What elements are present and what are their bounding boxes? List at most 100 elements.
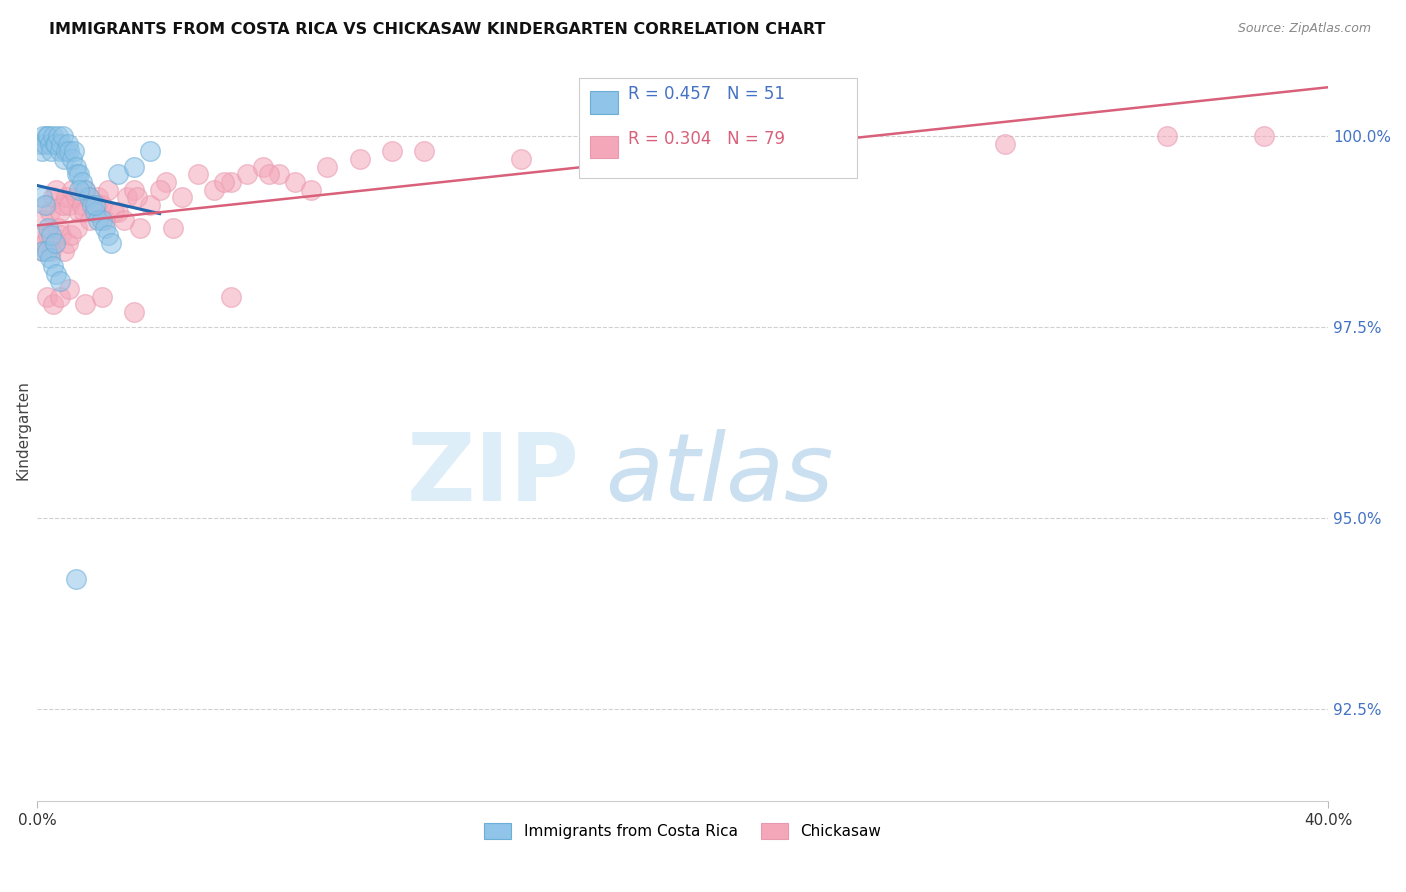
Point: [90, 198, 112, 212]
Point: [77, 190, 100, 204]
Point: [62, 152, 84, 166]
Point: [35, 289, 58, 303]
Point: [44, 235, 66, 250]
Point: [259, 167, 281, 181]
Point: [316, 160, 339, 174]
Point: [46, 220, 69, 235]
Text: R = 0.457   N = 51: R = 0.457 N = 51: [628, 86, 786, 103]
Point: [66, 220, 89, 235]
Point: [236, 167, 259, 181]
Point: [65, 572, 87, 586]
Point: [41, 145, 63, 159]
Point: [100, 235, 122, 250]
Point: [155, 175, 177, 189]
Point: [56, 136, 79, 151]
Point: [129, 220, 152, 235]
Point: [35, 244, 58, 258]
Point: [299, 182, 322, 196]
Point: [62, 182, 84, 196]
Point: [172, 190, 194, 204]
FancyBboxPatch shape: [589, 92, 619, 113]
Point: [84, 205, 107, 219]
Point: [107, 205, 129, 219]
Point: [38, 252, 60, 266]
Point: [80, 198, 103, 212]
Point: [219, 175, 242, 189]
Point: [41, 244, 63, 258]
Point: [149, 182, 172, 196]
Point: [46, 128, 69, 143]
Point: [112, 213, 135, 227]
Point: [34, 235, 56, 250]
Point: [671, 128, 693, 143]
Point: [70, 198, 93, 212]
Point: [510, 152, 533, 166]
Point: [86, 198, 108, 212]
Point: [139, 145, 162, 159]
Point: [58, 145, 80, 159]
Point: [45, 136, 67, 151]
Point: [67, 167, 90, 181]
Text: Source: ZipAtlas.com: Source: ZipAtlas.com: [1237, 22, 1371, 36]
Point: [1156, 128, 1178, 143]
Point: [45, 267, 67, 281]
Point: [42, 190, 65, 204]
Point: [75, 182, 97, 196]
Point: [67, 205, 90, 219]
Point: [55, 145, 77, 159]
Point: [212, 175, 235, 189]
Point: [37, 228, 59, 243]
Point: [31, 244, 53, 258]
Point: [66, 167, 89, 181]
Point: [63, 145, 86, 159]
Point: [37, 220, 59, 235]
Point: [139, 198, 162, 212]
Point: [267, 167, 290, 181]
Point: [35, 198, 58, 212]
Point: [162, 220, 184, 235]
Text: R = 0.304   N = 79: R = 0.304 N = 79: [628, 130, 786, 148]
Point: [103, 205, 125, 219]
Point: [48, 274, 70, 288]
Point: [58, 198, 80, 212]
Point: [77, 190, 100, 204]
FancyBboxPatch shape: [589, 136, 619, 158]
Point: [994, 136, 1017, 151]
Point: [122, 182, 145, 196]
Point: [67, 182, 90, 196]
Point: [93, 220, 115, 235]
Point: [38, 136, 60, 151]
Point: [735, 145, 758, 159]
Point: [44, 136, 66, 151]
Point: [65, 190, 87, 204]
Point: [48, 289, 70, 303]
Point: [832, 128, 855, 143]
Point: [87, 213, 110, 227]
FancyBboxPatch shape: [579, 78, 856, 178]
Point: [52, 128, 75, 143]
Point: [53, 152, 76, 166]
Point: [32, 128, 55, 143]
Point: [32, 213, 55, 227]
Point: [31, 145, 53, 159]
Y-axis label: Kindergarten: Kindergarten: [15, 380, 30, 480]
Point: [75, 297, 97, 311]
Point: [93, 213, 115, 227]
Point: [35, 128, 58, 143]
Point: [41, 228, 63, 243]
Point: [42, 297, 65, 311]
Point: [75, 182, 97, 196]
Point: [204, 182, 226, 196]
Point: [55, 190, 77, 204]
Point: [32, 244, 55, 258]
Text: IMMIGRANTS FROM COSTA RICA VS CHICKASAW KINDERGARTEN CORRELATION CHART: IMMIGRANTS FROM COSTA RICA VS CHICKASAW …: [49, 22, 825, 37]
Text: ZIP: ZIP: [406, 429, 579, 521]
Point: [1253, 128, 1275, 143]
Point: [125, 190, 148, 204]
Point: [117, 190, 139, 204]
Point: [34, 198, 56, 212]
Point: [37, 128, 59, 143]
Point: [413, 145, 436, 159]
Point: [53, 244, 76, 258]
Point: [45, 182, 67, 196]
